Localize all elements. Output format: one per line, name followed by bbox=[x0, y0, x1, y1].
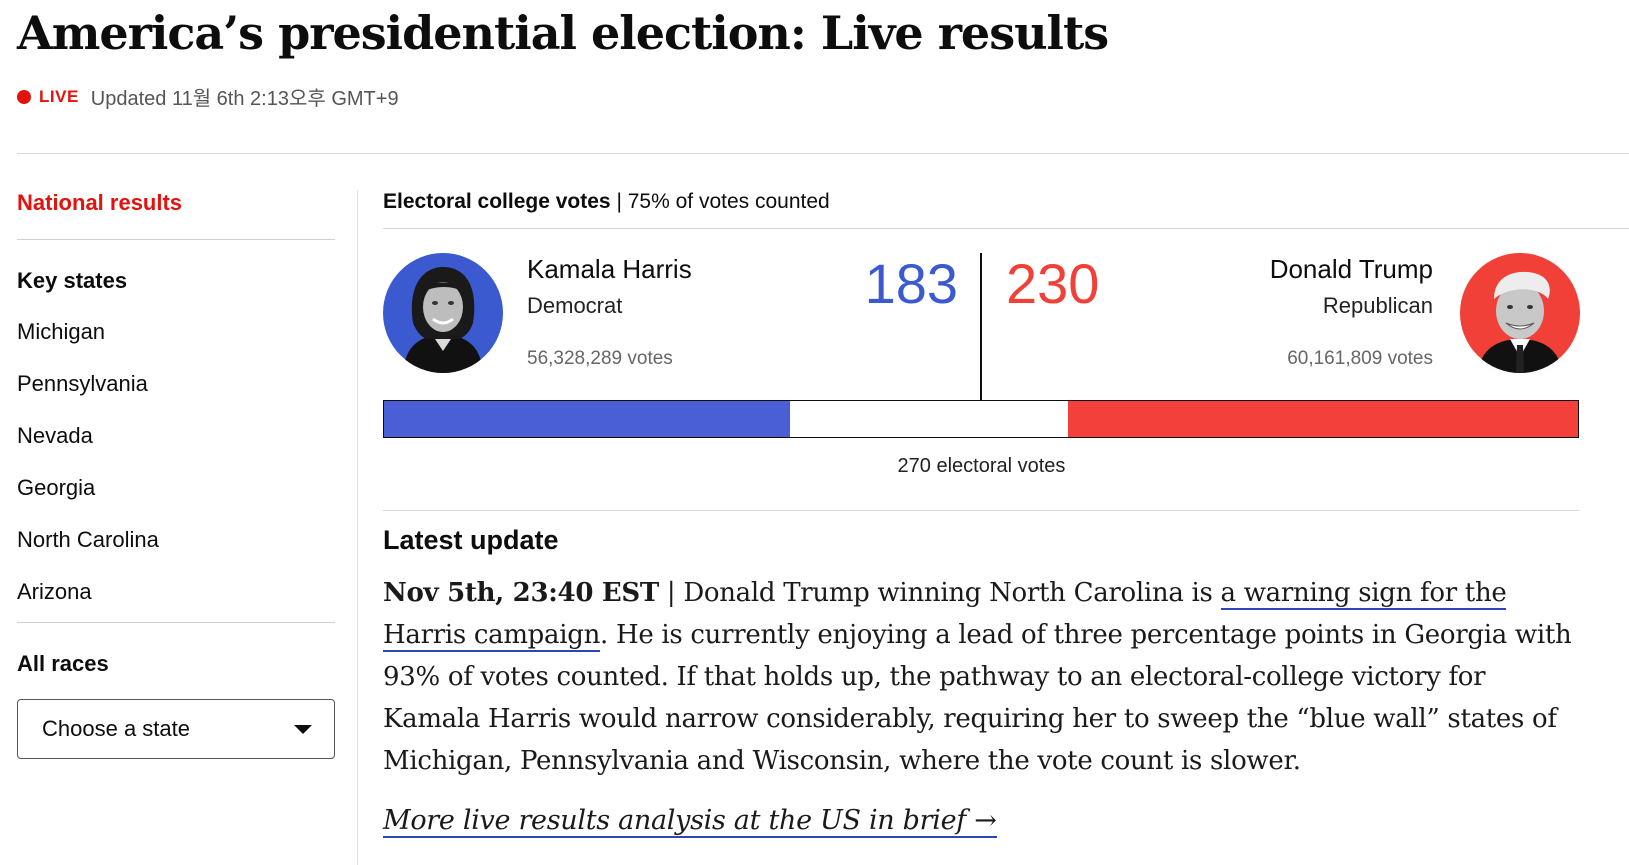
live-status: LIVE Updated 11월 6th 2:13오후 GMT+9 bbox=[17, 82, 399, 111]
trump-party: Republican bbox=[1322, 293, 1433, 318]
latest-update-body: Nov 5th, 23:40 EST | Donald Trump winnin… bbox=[383, 572, 1579, 782]
state-select[interactable]: Choose a state bbox=[17, 699, 335, 759]
threshold-wrap: 270 electoral votes bbox=[0, 455, 1629, 478]
harris-party: Democrat bbox=[527, 293, 623, 318]
harris-electoral-votes: 183 bbox=[864, 252, 958, 315]
trump-popular-votes: 60,161,809 votes bbox=[1287, 348, 1433, 369]
column-divider bbox=[357, 190, 358, 865]
key-states-heading: Key states bbox=[17, 268, 128, 293]
more-analysis-link[interactable]: More live results analysis at the US in … bbox=[383, 805, 997, 838]
updated-timestamp: Updated 11월 6th 2:13오후 GMT+9 bbox=[90, 88, 399, 110]
sidebar: National results Key states Michigan Pen… bbox=[17, 185, 335, 759]
sidebar-divider bbox=[17, 239, 335, 240]
trump-electoral-votes: 230 bbox=[1006, 252, 1100, 315]
sidebar-item-nevada[interactable]: Nevada bbox=[17, 423, 93, 448]
warning-sign-link[interactable]: a warning sign for the Harris campaign bbox=[383, 578, 1507, 652]
trump-avatar bbox=[1460, 253, 1580, 373]
live-badge: LIVE bbox=[39, 86, 79, 106]
trump-name: Donald Trump bbox=[1269, 254, 1433, 284]
sidebar-item-north-carolina[interactable]: North Carolina bbox=[17, 527, 159, 552]
trump-bar-fill bbox=[1067, 401, 1578, 437]
sidebar-divider bbox=[17, 622, 335, 623]
electoral-header-count: | 75% of votes counted bbox=[610, 190, 830, 213]
page-title: America’s presidential election: Live re… bbox=[17, 6, 1109, 60]
majority-marker-line bbox=[980, 253, 982, 438]
harris-popular-votes: 56,328,289 votes bbox=[527, 348, 673, 369]
sidebar-item-georgia[interactable]: Georgia bbox=[17, 475, 96, 500]
sidebar-item-national-results[interactable]: National results bbox=[17, 190, 183, 215]
sidebar-item-michigan[interactable]: Michigan bbox=[17, 319, 106, 344]
update-separator: | bbox=[658, 578, 684, 608]
sidebar-item-pennsylvania[interactable]: Pennsylvania bbox=[17, 371, 148, 396]
all-races-heading: All races bbox=[17, 651, 109, 676]
sidebar-item-arizona[interactable]: Arizona bbox=[17, 579, 92, 604]
update-text-rest: . He is currently enjoying a lead of thr… bbox=[383, 620, 1572, 776]
electoral-header-divider bbox=[383, 228, 1629, 229]
electoral-header-title: Electoral college votes bbox=[383, 190, 611, 213]
chevron-down-icon bbox=[294, 724, 312, 734]
electoral-header: Electoral college votes | 75% of votes c… bbox=[383, 190, 830, 214]
latest-update-heading: Latest update bbox=[383, 525, 559, 555]
harris-name: Kamala Harris bbox=[527, 254, 692, 284]
harris-avatar bbox=[383, 253, 503, 373]
majority-threshold-label: 270 electoral votes bbox=[897, 455, 1066, 477]
update-text-lead: Donald Trump winning North Carolina is bbox=[683, 578, 1221, 608]
person-portrait-icon bbox=[1478, 271, 1562, 373]
live-dot-icon bbox=[17, 89, 31, 104]
header-divider bbox=[17, 153, 1629, 154]
update-timestamp: Nov 5th, 23:40 EST bbox=[383, 578, 659, 608]
electoral-vote-bar bbox=[383, 400, 1579, 438]
harris-bar-fill bbox=[384, 401, 791, 437]
person-portrait-icon bbox=[403, 267, 483, 373]
section-divider bbox=[383, 510, 1579, 511]
state-select-value: Choose a state bbox=[42, 716, 190, 741]
